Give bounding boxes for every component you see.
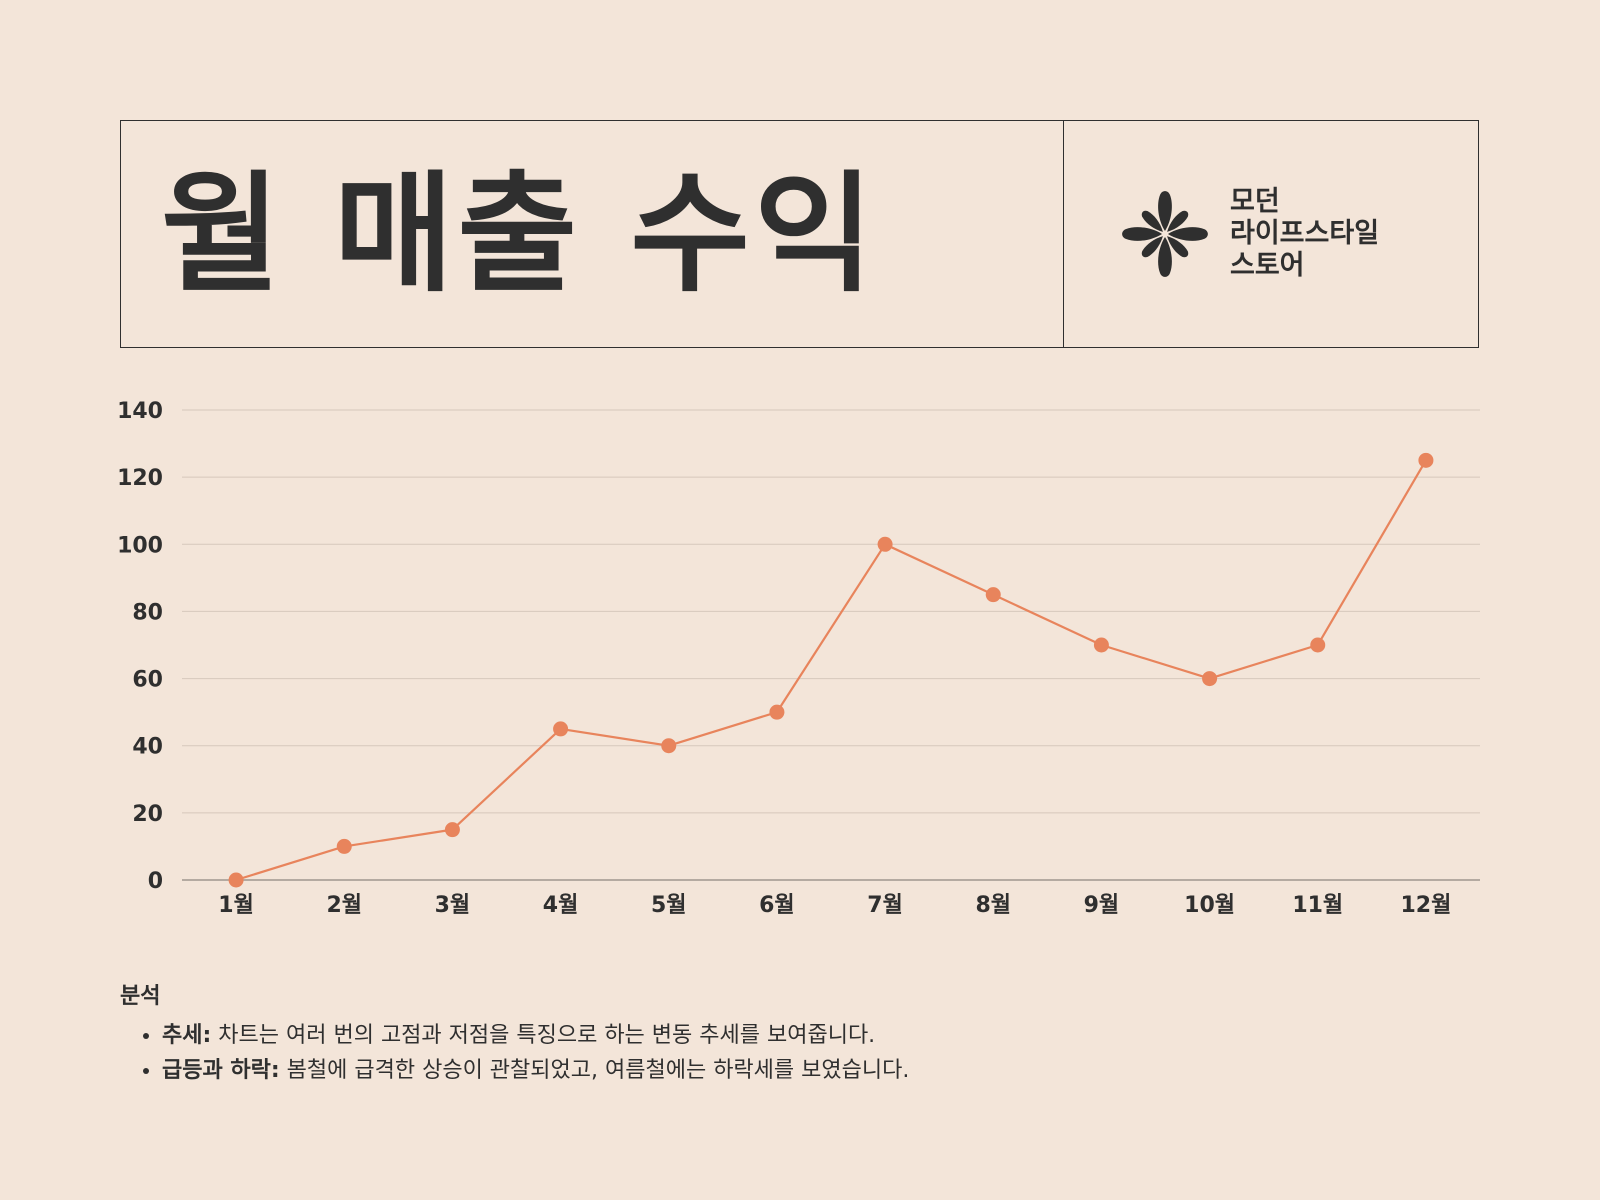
x-tick-label: 1월 <box>218 893 254 918</box>
x-tick-label: 11월 <box>1292 893 1343 918</box>
x-tick-label: 9월 <box>1084 893 1120 918</box>
x-tick-label: 3월 <box>435 893 471 918</box>
analysis-item-label: 급등과 하락: <box>162 1058 280 1083</box>
y-tick-label: 40 <box>132 735 163 760</box>
analysis-list: 추세: 차트는 여러 번의 고점과 저점을 특징으로 하는 변동 추세를 보여줍… <box>120 1018 1480 1088</box>
brand-name-line: 라이프스타일 <box>1230 218 1380 249</box>
data-point <box>336 838 352 854</box>
brand-name-line: 모던 <box>1230 186 1280 217</box>
title-cell: 월 매출 수익 <box>121 121 1064 347</box>
analysis-item: 추세: 차트는 여러 번의 고점과 저점을 특징으로 하는 변동 추세를 보여줍… <box>162 1018 1480 1053</box>
brand-cell: 모던 라이프스타일 스토어 <box>1064 121 1478 347</box>
data-point <box>769 704 785 720</box>
x-tick-label: 5월 <box>651 893 687 918</box>
data-point <box>877 536 893 552</box>
data-point <box>1310 637 1326 653</box>
y-tick-label: 20 <box>132 802 163 827</box>
analysis-heading: 분석 <box>120 984 161 1009</box>
x-tick-label: 4월 <box>543 893 579 918</box>
data-point <box>661 738 677 754</box>
analysis-item: 급등과 하락: 봄철에 급격한 상승이 관찰되었고, 여름철에는 하락세를 보였… <box>162 1053 1480 1088</box>
x-tick-label: 12월 <box>1400 893 1451 918</box>
y-tick-label: 80 <box>132 600 163 625</box>
y-tick-label: 100 <box>117 533 163 558</box>
data-point <box>1418 452 1434 468</box>
y-tick-label: 120 <box>117 466 163 491</box>
brand-name: 모던 라이프스타일 스토어 <box>1230 186 1430 282</box>
data-point <box>1093 637 1109 653</box>
data-point <box>553 721 569 737</box>
analysis-item-text: 봄철에 급격한 상승이 관찰되었고, 여름철에는 하락세를 보였습니다. <box>286 1058 910 1083</box>
flower-logo-icon <box>1122 191 1208 277</box>
series-line <box>235 459 1427 882</box>
data-point <box>444 822 460 838</box>
y-tick-label: 140 <box>117 399 163 424</box>
analysis-item-text: 차트는 여러 번의 고점과 저점을 특징으로 하는 변동 추세를 보여줍니다. <box>218 1023 876 1048</box>
analysis-section: 분석 추세: 차트는 여러 번의 고점과 저점을 특징으로 하는 변동 추세를 … <box>120 978 1480 1088</box>
x-tick-label: 2월 <box>326 893 362 918</box>
page-title: 월 매출 수익 <box>161 158 878 310</box>
data-point <box>1202 671 1218 687</box>
x-tick-label: 7월 <box>867 893 903 918</box>
x-tick-label: 8월 <box>975 893 1011 918</box>
x-tick-label: 10월 <box>1184 893 1235 918</box>
y-tick-label: 60 <box>132 668 163 693</box>
line-chart: 0 20 40 60 80 100 120 140 1월 2월 3월 4월 5월 6월 7월 8월 9월 10월 1… <box>117 399 1480 918</box>
analysis-item-label: 추세: <box>162 1023 212 1048</box>
data-point <box>985 587 1001 603</box>
y-tick-label: 0 <box>148 869 163 894</box>
data-point <box>228 872 244 888</box>
brand-name-line: 스토어 <box>1230 250 1305 281</box>
header-box: 월 매출 수익 모던 라이프스타일 스토어 <box>120 120 1479 348</box>
x-tick-label: 6월 <box>759 893 795 918</box>
